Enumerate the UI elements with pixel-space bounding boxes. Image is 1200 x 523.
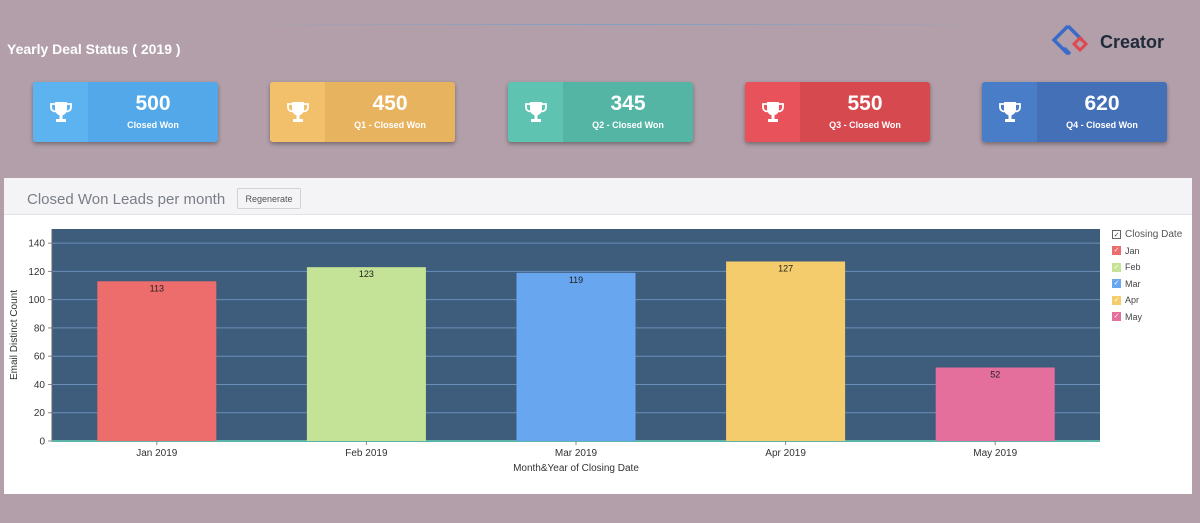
kpi-body: 450 Q1 - Closed Won [325,82,455,142]
legend-item-may[interactable]: ✓ May [1112,309,1192,326]
data-label: 113 [150,283,164,293]
legend-item-jan[interactable]: ✓ Jan [1112,243,1192,260]
trophy-icon [270,82,325,142]
data-label: 119 [569,275,583,285]
legend-title[interactable]: ✓ Closing Date [1112,226,1192,243]
data-label: 123 [359,269,374,279]
chart-legend: ✓ Closing Date ✓ Jan ✓ Feb ✓ Mar ✓ Apr ✓ May [1112,226,1192,325]
legend-title-checkbox[interactable]: ✓ [1112,229,1121,239]
legend-item-mar[interactable]: ✓ Mar [1112,276,1192,293]
legend-swatch[interactable]: ✓ [1112,262,1121,272]
legend-label: Mar [1125,278,1141,289]
x-tick-label: May 2019 [973,448,1017,459]
kpi-body: 345 Q2 - Closed Won [563,82,693,142]
kpi-card-1[interactable]: 450 Q1 - Closed Won [270,82,455,142]
chart-panel: Closed Won Leads per month Regenerate 0 2… [4,178,1192,494]
legend-label: Apr [1125,295,1140,306]
kpi-body: 500 Closed Won [88,82,218,142]
y-tick-label: 0 [39,437,45,448]
chart-panel-header: Closed Won Leads per month Regenerate [4,178,1192,215]
header-divider [240,24,1000,25]
kpi-label: Closed Won [127,120,179,130]
regenerate-button[interactable]: Regenerate [237,188,301,209]
legend-label: May [1125,311,1143,322]
kpi-value: 345 [610,92,646,115]
page-title: Yearly Deal Status ( 2019 ) [7,41,181,57]
trophy-icon [508,82,563,142]
trophy-icon [33,82,88,142]
x-tick-label: Apr 2019 [765,448,806,459]
y-tick-label: 140 [28,239,45,250]
kpi-body: 620 Q4 - Closed Won [1037,82,1167,142]
kpi-card-3[interactable]: 550 Q3 - Closed Won [745,82,930,142]
legend-title-label: Closing Date [1125,228,1183,240]
legend-item-feb[interactable]: ✓ Feb [1112,259,1192,276]
bar-jan-2019 [97,281,217,441]
y-tick-label: 40 [34,380,46,391]
kpi-label: Q4 - Closed Won [1066,120,1138,130]
legend-item-apr[interactable]: ✓ Apr [1112,292,1192,309]
kpi-value: 450 [372,92,408,115]
trophy-icon [982,82,1037,142]
y-tick-label: 120 [28,267,45,278]
x-tick-label: Feb 2019 [345,448,388,459]
brand-name: Creator [1100,32,1165,52]
legend-swatch[interactable]: ✓ [1112,246,1121,256]
trophy-icon [745,82,800,142]
chart-title: Closed Won Leads per month [27,191,226,208]
kpi-label: Q2 - Closed Won [592,120,664,130]
bar-may-2019 [935,367,1055,441]
y-tick-label: 20 [34,408,46,419]
y-tick-label: 80 [34,323,46,334]
data-label: 127 [778,264,793,274]
bar-mar-2019 [516,272,636,441]
kpi-value: 550 [847,92,883,115]
data-label: 52 [990,370,1000,380]
kpi-label: Q3 - Closed Won [829,120,901,130]
bar-feb-2019 [306,267,426,441]
bar-chart: 0 20 40 60 80 100 120 140 113 Jan 2019 123 Feb 2019… [9,229,1100,474]
kpi-value: 500 [135,92,171,115]
x-tick-label: Mar 2019 [555,448,598,459]
legend-swatch[interactable]: ✓ [1112,279,1121,289]
legend-swatch[interactable]: ✓ [1112,295,1121,305]
y-tick-label: 100 [28,295,45,306]
creator-logo[interactable]: Creator [1050,22,1170,62]
y-axis-title: Email Distinct Count [9,290,20,380]
kpi-card-2[interactable]: 345 Q2 - Closed Won [508,82,693,142]
bar-apr-2019 [726,261,846,441]
kpi-card-0[interactable]: 500 Closed Won [33,82,218,142]
x-tick-label: Jan 2019 [136,448,178,459]
legend-label: Jan [1125,245,1140,256]
kpi-value: 620 [1084,92,1120,115]
creator-logo-icon [1051,24,1089,56]
y-tick-label: 60 [34,352,46,363]
legend-label: Feb [1125,262,1141,273]
kpi-label: Q1 - Closed Won [354,120,426,130]
kpi-body: 550 Q3 - Closed Won [800,82,930,142]
legend-swatch[interactable]: ✓ [1112,312,1121,322]
kpi-card-4[interactable]: 620 Q4 - Closed Won [982,82,1167,142]
x-axis-title: Month&Year of Closing Date [513,463,639,474]
